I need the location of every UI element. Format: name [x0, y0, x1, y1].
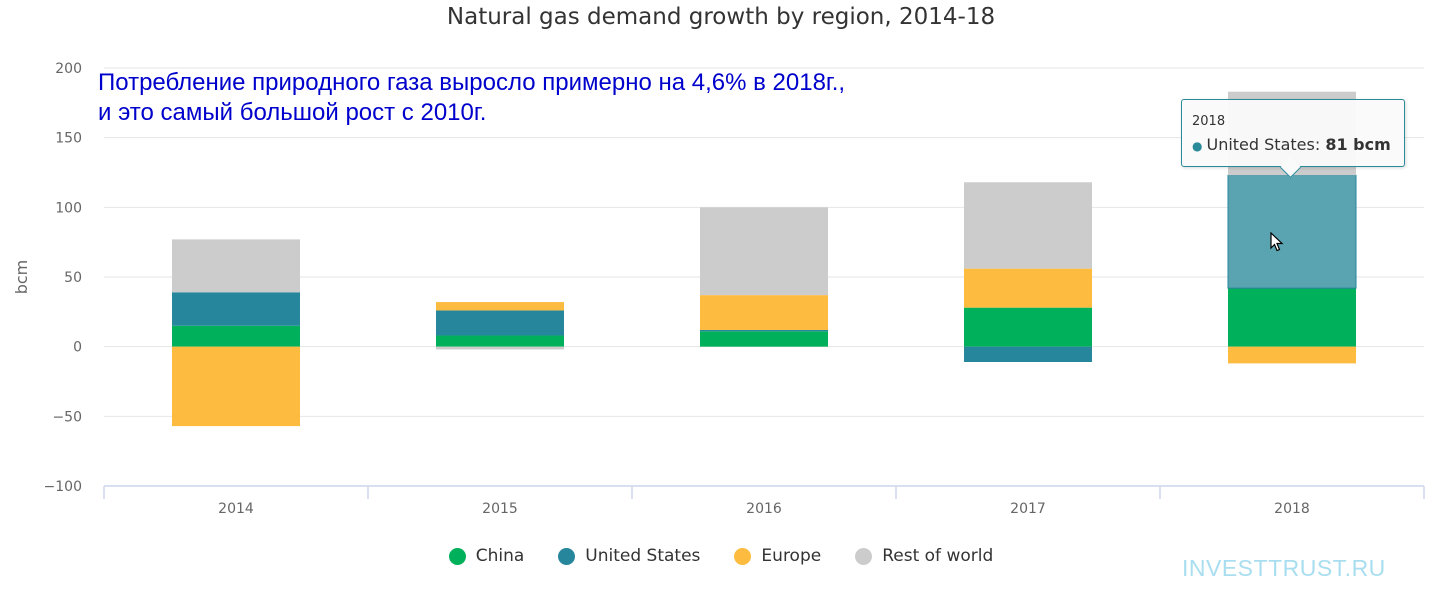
- y-tick-label: 150: [55, 131, 82, 147]
- chart-title: Natural gas demand growth by region, 201…: [446, 4, 996, 30]
- bar-united-states-2014[interactable]: [172, 292, 300, 326]
- legend-europe-dot-icon: [734, 547, 752, 565]
- y-tick-label: −50: [52, 409, 82, 425]
- legend-united-states-dot-icon: [558, 547, 576, 565]
- bar-rest-of-world-2017[interactable]: [964, 182, 1092, 269]
- tooltip-separator: :: [1314, 135, 1326, 154]
- legend-label: China: [475, 546, 525, 566]
- y-tick-label: 50: [64, 270, 82, 286]
- mouse-cursor-icon: [1270, 232, 1284, 252]
- tooltip-series: United States: [1206, 135, 1315, 154]
- x-tick-label: 2017: [1010, 501, 1046, 517]
- annotation-line-2: и это самый большой рост с 2010г.: [98, 99, 487, 126]
- y-axis-label: bcm: [12, 260, 31, 295]
- bar-china-2016[interactable]: [700, 331, 828, 347]
- tooltip-row: ● United States: 81 bcm: [1192, 135, 1391, 154]
- tooltip-value: 81 bcm: [1325, 135, 1391, 154]
- bar-rest-of-world-2014[interactable]: [172, 239, 300, 293]
- x-tick-label: 2015: [482, 501, 518, 517]
- y-axis-ticks: −100 −50 0 50 100 150 200: [44, 61, 82, 495]
- bar-united-states-2015[interactable]: [436, 310, 564, 336]
- legend-item-europe[interactable]: Europe: [734, 546, 821, 566]
- legend-item-united-states[interactable]: United States: [558, 546, 700, 566]
- bar-rest-of-world-2015[interactable]: [436, 346, 564, 350]
- tooltip-category: 2018: [1192, 114, 1226, 129]
- x-tick-label: 2018: [1274, 501, 1310, 517]
- x-tick-label: 2016: [746, 501, 782, 517]
- bar-europe-2016[interactable]: [700, 295, 828, 330]
- bar-united-states-2016[interactable]: [700, 329, 828, 332]
- bar-rest-of-world-2016[interactable]: [700, 207, 828, 296]
- tooltip-bullet-icon: ●: [1192, 139, 1203, 153]
- x-axis: 2014 2015 2016 2017 2018: [103, 485, 1425, 517]
- legend-item-rest-of-world[interactable]: Rest of world: [855, 546, 993, 566]
- bar-europe-2015[interactable]: [436, 302, 564, 311]
- bar-china-2017[interactable]: [964, 307, 1092, 347]
- watermark: INVESTTRUST.RU: [1182, 555, 1386, 581]
- legend-label: United States: [585, 546, 701, 566]
- legend-rest-of-world-dot-icon: [855, 547, 873, 565]
- legend-china-dot-icon: [448, 547, 466, 565]
- tooltip: 2018 ● United States: 81 bcm: [1181, 99, 1405, 179]
- y-tick-label: 200: [55, 61, 82, 77]
- y-tick-label: −100: [44, 479, 82, 495]
- bars: [172, 91, 1357, 427]
- bar-china-2015[interactable]: [436, 335, 564, 347]
- legend-item-china[interactable]: China: [448, 546, 525, 566]
- bar-china-2014[interactable]: [172, 325, 300, 347]
- bar-united-states-2017[interactable]: [964, 346, 1092, 362]
- bar-europe-2018[interactable]: [1228, 346, 1356, 364]
- annotation-text: Потребление природного газа выросло прим…: [98, 68, 845, 128]
- y-tick-label: 0: [73, 340, 82, 356]
- x-tick-label: 2014: [218, 501, 254, 517]
- legend-label: Rest of world: [882, 546, 994, 566]
- y-tick-label: 100: [55, 200, 82, 216]
- bar-europe-2017[interactable]: [964, 268, 1092, 308]
- legend-label: Europe: [761, 546, 822, 566]
- legend: China United States Europe Rest of world: [0, 546, 1442, 566]
- bar-china-2018[interactable]: [1228, 288, 1356, 347]
- bar-united-states-2018[interactable]: [1227, 174, 1357, 289]
- annotation-line-1: Потребление природного газа выросло прим…: [98, 69, 846, 96]
- bar-europe-2014[interactable]: [172, 346, 300, 427]
